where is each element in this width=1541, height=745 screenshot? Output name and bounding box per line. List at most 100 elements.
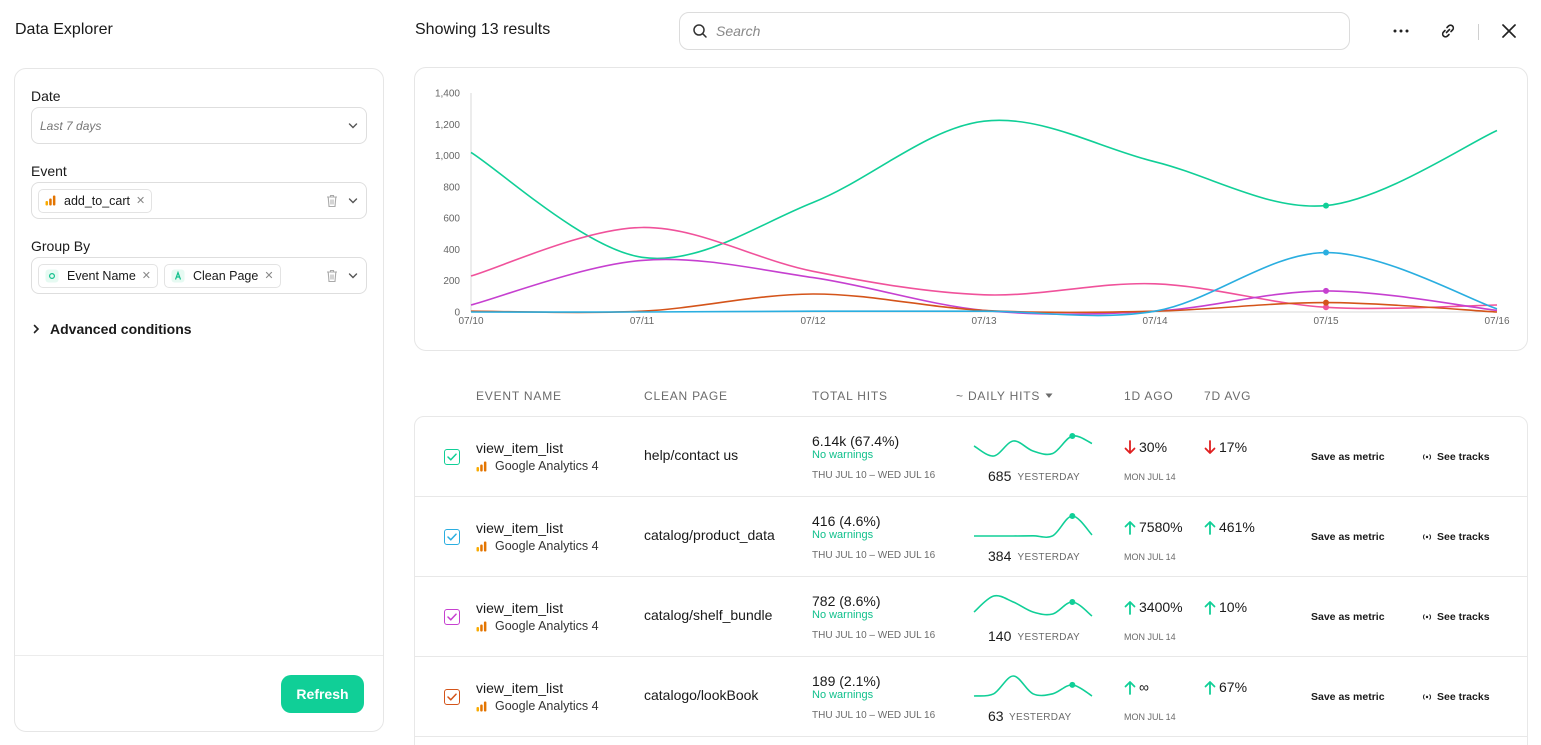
see-tracks-button[interactable]: See tracks <box>1422 611 1490 623</box>
row-checkbox[interactable] <box>444 529 460 545</box>
tracks-icon <box>1422 614 1432 620</box>
tracks-icon <box>1422 694 1432 700</box>
save-as-metric-button[interactable]: Save as metric <box>1311 611 1385 623</box>
chevron-down-icon[interactable] <box>348 197 358 205</box>
more-icon[interactable] <box>1390 20 1412 42</box>
attribute-type-icon <box>171 269 185 283</box>
sparkline <box>973 675 1093 697</box>
see-tracks-button[interactable]: See tracks <box>1422 531 1490 543</box>
arrow-up-icon <box>1204 680 1216 695</box>
one-day-ago-value: 3400% <box>1139 599 1183 615</box>
event-name[interactable]: view_item_list <box>476 520 564 536</box>
group-chip-clean-page[interactable]: Clean Page ✕ <box>164 263 281 288</box>
results-count: Showing 13 results <box>415 21 551 38</box>
trash-icon[interactable] <box>326 269 338 283</box>
remove-chip-icon[interactable]: ✕ <box>136 195 146 207</box>
y-tick-label: 1,200 <box>435 120 460 131</box>
tracks-icon <box>1422 534 1432 540</box>
link-icon[interactable] <box>1437 20 1459 42</box>
see-tracks-label: See tracks <box>1437 691 1490 703</box>
column-header-clean-page[interactable]: CLEAN PAGE <box>644 389 728 403</box>
column-header-total-hits[interactable]: TOTAL HITS <box>812 389 888 403</box>
trash-icon[interactable] <box>326 194 338 208</box>
x-tick-label: 07/14 <box>1142 316 1167 327</box>
save-as-metric-button[interactable]: Save as metric <box>1311 531 1385 543</box>
series-line <box>470 293 1498 314</box>
column-header-1d-ago[interactable]: 1D AGO <box>1124 389 1174 403</box>
chevron-down-icon <box>348 122 358 128</box>
yesterday-label: YESTERDAY <box>1017 552 1081 563</box>
chevron-right-icon <box>33 324 40 334</box>
sparkline-path <box>974 515 1093 539</box>
check-icon <box>447 453 457 461</box>
arrow-down-icon <box>1204 439 1216 454</box>
save-as-metric-button[interactable]: Save as metric <box>1311 691 1385 703</box>
advanced-conditions-toggle[interactable]: Advanced conditions <box>33 321 192 337</box>
remove-chip-icon[interactable]: ✕ <box>264 270 274 282</box>
date-select[interactable]: Last 7 days <box>31 107 367 144</box>
group-chip-label: Event Name <box>67 268 136 283</box>
table-row[interactable]: view_item_list Google Analytics 4 catalo… <box>415 657 1527 737</box>
sparkline-path <box>973 434 1093 457</box>
event-select[interactable]: add_to_cart ✕ <box>31 182 367 219</box>
refresh-button[interactable]: Refresh <box>281 675 364 713</box>
ga4-icon <box>476 621 487 631</box>
one-day-ago-change: 30% <box>1124 439 1167 455</box>
event-label: Event <box>31 163 67 179</box>
ga4-icon <box>476 461 487 471</box>
sparkline-point <box>1069 433 1076 439</box>
check-icon <box>447 533 457 541</box>
ga4-icon <box>476 701 487 711</box>
y-tick-label: 200 <box>443 276 460 287</box>
group-by-select[interactable]: Event Name ✕ Clean Page ✕ <box>31 257 367 294</box>
seven-day-avg-value: 67% <box>1219 679 1248 695</box>
date-range: THU JUL 10 – WED JUL 16 <box>812 710 936 721</box>
yesterday-count: 63 <box>988 708 1004 724</box>
column-header-7d-avg[interactable]: 7D AVG <box>1204 389 1252 403</box>
row-checkbox[interactable] <box>444 449 460 465</box>
table-row[interactable]: view_item_list Google Analytics 4 catalo… <box>415 577 1527 657</box>
x-tick-label: 07/11 <box>630 316 655 327</box>
see-tracks-label: See tracks <box>1437 531 1490 543</box>
see-tracks-button[interactable]: See tracks <box>1422 691 1490 703</box>
series-point <box>1323 304 1329 311</box>
row-checkbox[interactable] <box>444 689 460 705</box>
total-hits: 6.14k (67.4%) <box>812 433 900 449</box>
event-source: Google Analytics 4 <box>476 539 599 553</box>
see-tracks-button[interactable]: See tracks <box>1422 451 1490 463</box>
clean-page: catalog/product_data <box>644 527 775 543</box>
table-row[interactable]: view_item_list Google Analytics 4 help/c… <box>415 417 1527 497</box>
table-row[interactable]: view_item_list Google Analytics 4 catalo… <box>415 497 1527 577</box>
event-name[interactable]: view_item_list <box>476 600 564 616</box>
event-chip[interactable]: add_to_cart ✕ <box>38 188 153 213</box>
row-checkbox[interactable] <box>444 609 460 625</box>
one-day-ago-change: ∞ <box>1124 679 1149 695</box>
column-header-event-name[interactable]: EVENT NAME <box>476 389 562 403</box>
check-icon <box>447 693 457 701</box>
one-day-ago-date: MON JUL 14 <box>1124 552 1176 562</box>
series-point <box>1323 202 1329 209</box>
total-hits: 782 (8.6%) <box>812 593 881 609</box>
seven-day-avg-change: 17% <box>1204 439 1247 455</box>
check-icon <box>447 613 457 621</box>
column-header-daily-hits[interactable]: ~ DAILY HITS <box>956 389 1053 403</box>
search-box[interactable] <box>679 12 1350 50</box>
chevron-down-icon[interactable] <box>348 272 358 280</box>
see-tracks-label: See tracks <box>1437 451 1490 463</box>
event-name[interactable]: view_item_list <box>476 680 564 696</box>
search-input[interactable] <box>716 23 1316 39</box>
save-as-metric-button[interactable]: Save as metric <box>1311 451 1385 463</box>
event-chip-label: add_to_cart <box>64 193 131 208</box>
sort-desc-icon <box>1045 393 1053 398</box>
remove-chip-icon[interactable]: ✕ <box>141 270 151 282</box>
sparkline <box>974 513 1093 539</box>
warnings-status: No warnings <box>812 689 874 701</box>
arrow-up-icon <box>1124 600 1136 615</box>
close-icon[interactable] <box>1498 20 1520 42</box>
yesterday-count: 384 <box>988 548 1012 564</box>
event-name[interactable]: view_item_list <box>476 440 564 456</box>
app-title: Data Explorer <box>15 21 113 38</box>
one-day-ago-value: 7580% <box>1139 519 1183 535</box>
group-chip-event-name[interactable]: Event Name ✕ <box>38 263 158 288</box>
event-source: Google Analytics 4 <box>476 699 599 713</box>
